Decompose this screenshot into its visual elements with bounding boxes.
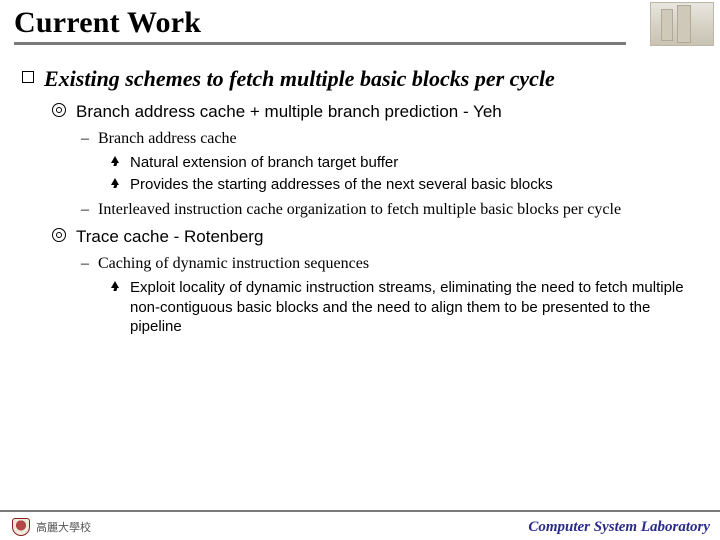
arrow-bullet-icon [110,281,122,293]
footer-right-text: Computer System Laboratory [528,519,710,536]
level1-item: Existing schemes to fetch multiple basic… [22,65,702,93]
footer-rule [0,510,720,512]
level2-text: Trace cache - Rotenberg [76,226,263,248]
circled-bullet-icon [52,103,66,117]
level4-item: Natural extension of branch target buffe… [110,153,702,193]
circled-bullet-icon [52,228,66,242]
footer-left: 高麗大學校 [12,518,91,536]
slide-footer: 高麗大學校 Computer System Laboratory [0,510,720,540]
level3-text: Interleaved instruction cache organizati… [98,200,621,220]
footer-left-text: 高麗大學校 [36,519,91,535]
level3-item: – Branch address cache [80,129,702,149]
level3-item: – Interleaved instruction cache organiza… [80,200,702,220]
level3-item: – Caching of dynamic instruction sequenc… [80,254,702,274]
level3-text: Branch address cache [98,129,237,149]
level4-text: Natural extension of branch target buffe… [130,153,398,172]
level1-text: Existing schemes to fetch multiple basic… [44,65,555,93]
university-crest-icon [12,518,30,536]
level2-item: Trace cache - Rotenberg [52,226,702,248]
slide-body: Existing schemes to fetch multiple basic… [0,45,720,336]
square-bullet-icon [22,71,34,83]
arrow-bullet-icon [110,156,122,168]
header-building-image [650,2,714,46]
slide-title: Current Work [14,6,706,40]
level2-text: Branch address cache + multiple branch p… [76,101,502,123]
dash-bullet-icon: – [80,200,90,220]
title-underline [14,42,626,45]
level4-text: Exploit locality of dynamic instruction … [130,278,702,336]
level4-text: Provides the starting addresses of the n… [130,175,553,194]
level2-item: Branch address cache + multiple branch p… [52,101,702,123]
level4-item: Exploit locality of dynamic instruction … [110,278,702,336]
slide-header: Current Work [0,0,720,45]
level3-text: Caching of dynamic instruction sequences [98,254,369,274]
arrow-bullet-icon [110,178,122,190]
dash-bullet-icon: – [80,254,90,274]
slide: Current Work Existing schemes to fetch m… [0,0,720,540]
dash-bullet-icon: – [80,129,90,149]
